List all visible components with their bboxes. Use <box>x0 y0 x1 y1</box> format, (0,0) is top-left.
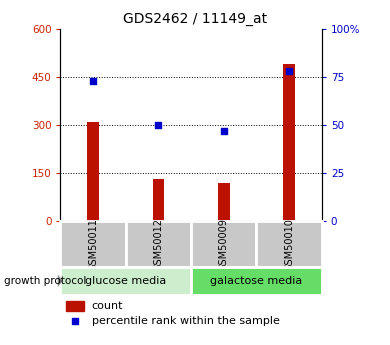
Text: galactose media: galactose media <box>210 276 303 286</box>
Text: GSM50010: GSM50010 <box>284 218 294 270</box>
Polygon shape <box>58 275 63 287</box>
Point <box>90 78 96 84</box>
Bar <box>257 221 322 267</box>
Point <box>72 318 78 324</box>
Point <box>155 122 161 128</box>
Bar <box>126 221 191 267</box>
Bar <box>66 301 84 310</box>
Bar <box>60 221 126 267</box>
Text: GSM50012: GSM50012 <box>153 218 163 270</box>
Text: GSM50009: GSM50009 <box>219 218 229 270</box>
Bar <box>191 221 257 267</box>
Bar <box>283 65 295 221</box>
Bar <box>60 267 191 295</box>
Text: growth protocol: growth protocol <box>4 276 86 286</box>
Text: GSM50011: GSM50011 <box>88 218 98 270</box>
Point <box>286 69 292 74</box>
Bar <box>87 122 99 221</box>
Text: GDS2462 / 11149_at: GDS2462 / 11149_at <box>123 12 267 26</box>
Bar <box>218 183 230 221</box>
Text: glucose media: glucose media <box>85 276 167 286</box>
Bar <box>191 267 322 295</box>
Point <box>221 128 227 134</box>
Text: count: count <box>92 301 123 311</box>
Text: percentile rank within the sample: percentile rank within the sample <box>92 316 280 326</box>
Bar <box>152 179 164 221</box>
